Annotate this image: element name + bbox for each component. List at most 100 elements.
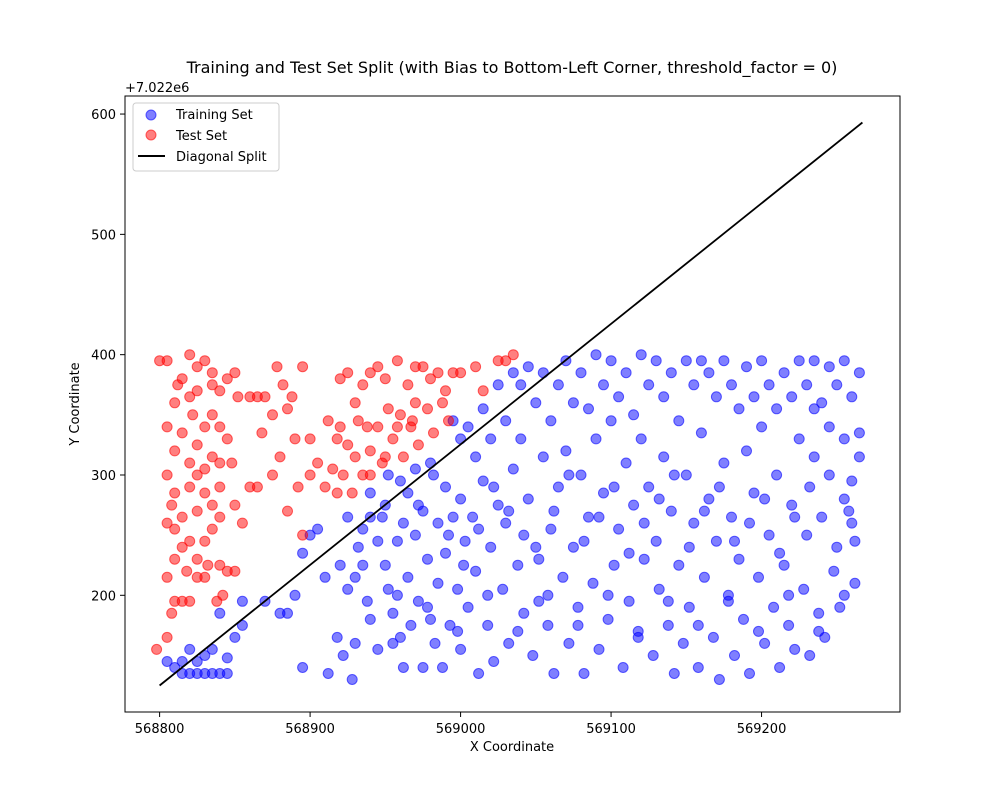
training-set-point [748,487,760,499]
test-set-point [199,463,211,475]
training-set-point [397,517,409,529]
training-set-point [838,493,850,505]
training-set-point [432,577,444,589]
test-set-point [226,457,238,469]
training-set-point [831,541,843,553]
training-set-point [635,349,647,361]
training-set-point [741,361,752,373]
training-set-point [199,650,211,661]
training-set-point [440,481,451,493]
training-set-point [763,529,775,541]
x-tick-label: 568900 [285,722,335,737]
training-set-point [425,613,436,625]
test-set-point [161,355,173,367]
training-set-point [402,487,414,499]
training-set-point [698,571,710,583]
training-set-point [583,511,594,523]
training-set-point [422,601,433,613]
training-set-point [804,650,816,661]
training-set-point [744,668,755,679]
x-axis: 568800 568900 569000 569100 569200 [135,712,787,737]
training-set-point [786,499,798,511]
training-set-point [668,469,680,481]
training-set-point [518,529,530,541]
training-set-point [846,475,858,487]
legend: Training Set Test Set Diagonal Split [132,102,280,172]
test-set-point [206,379,218,391]
test-set-point [267,409,278,421]
training-set-point [823,421,835,433]
training-set-point [548,505,560,517]
test-set-point [349,451,361,463]
training-set-point [578,535,590,547]
training-set-point [503,505,515,517]
training-set-point [376,511,388,523]
test-set-point [406,415,418,427]
line-layer [159,121,863,687]
training-set-point [578,668,590,679]
training-set-point [560,445,572,457]
training-set-point [801,379,813,391]
test-set-point [244,391,256,403]
test-set-point [304,433,316,445]
training-set-point [391,589,403,601]
test-set-point [331,487,343,499]
test-set-point [379,451,391,463]
training-set-point [334,559,346,571]
test-set-point [507,349,519,361]
training-set-point [647,650,659,661]
test-set-point [161,469,173,481]
training-set-point [515,433,527,445]
training-set-point [382,469,394,481]
test-set-point [191,361,203,373]
training-set-point [722,595,734,607]
training-set-point [688,517,700,529]
test-set-point [425,373,436,385]
test-set-point [206,499,218,511]
test-set-point [271,361,283,373]
training-set-point [695,427,707,439]
training-set-point [352,541,364,553]
training-set-point [572,619,584,631]
training-set-point [635,433,647,445]
training-set-point [533,553,545,565]
training-set-point [402,571,414,583]
training-set-point [808,403,820,415]
test-set-point [331,433,343,445]
training-set-point [437,662,448,673]
test-set-point [352,415,364,427]
training-set-point [650,535,662,547]
test-set-point [382,403,394,415]
test-set-point [206,451,218,463]
y-tick-label: 500 [91,228,116,243]
training-set-point [440,547,451,559]
training-set-point [756,355,768,367]
test-set-point [181,565,193,577]
training-set-point [613,391,625,403]
training-set-point [683,541,695,553]
training-set-point [853,367,865,379]
test-set-point [364,445,376,457]
training-set-point [733,403,745,415]
test-set-point [199,487,211,499]
test-set-point [334,373,346,385]
training-set-point [853,451,865,463]
training-set-point [662,619,674,631]
x-tick-label: 569200 [737,722,787,737]
training-set-point [372,643,384,655]
training-set-point [515,379,527,391]
training-set-point [447,511,459,523]
training-set-point [710,535,722,547]
test-set-point [161,421,173,433]
training-set-point [613,523,625,535]
training-set-point [522,493,534,505]
training-set-point [537,451,549,463]
training-set-point [703,493,715,505]
legend-marker-test [145,129,157,141]
training-set-point [462,421,474,433]
training-set-point [698,505,710,517]
training-set-point [726,511,737,523]
training-set-point [458,559,470,571]
y-axis-label: Y Coordinate [68,362,83,446]
test-set-point [184,349,196,361]
